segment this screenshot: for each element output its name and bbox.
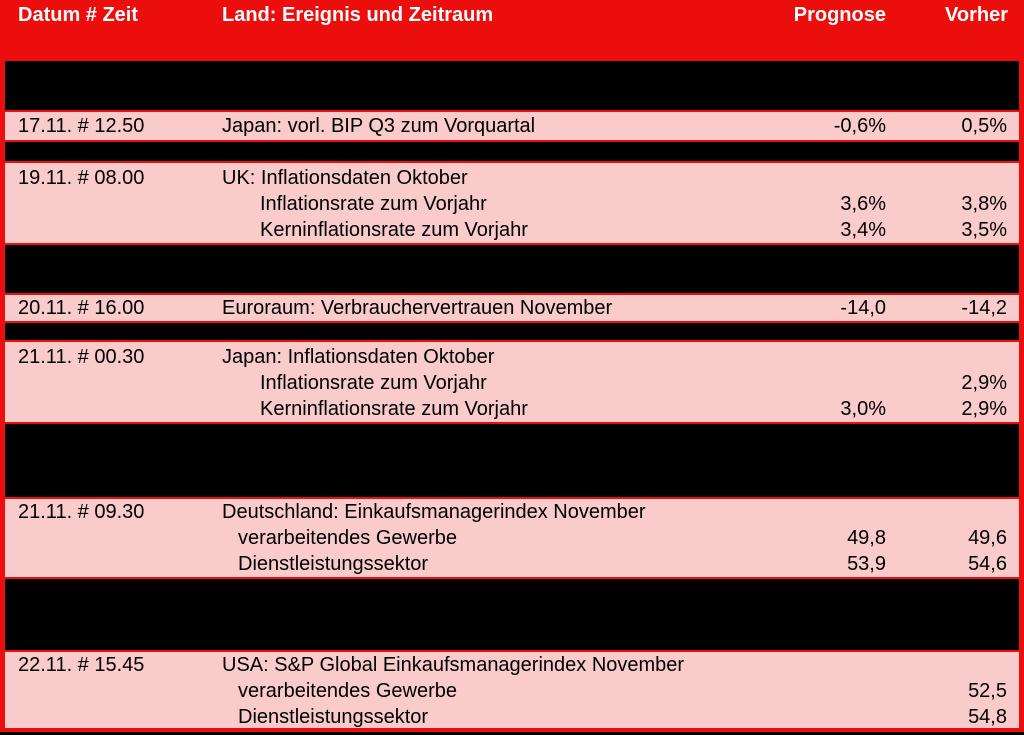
header-col-date-time: Datum # Zeit bbox=[18, 4, 139, 26]
previous-value: 3,8% bbox=[961, 193, 1007, 215]
event-line: 21.11. # 00.30 Japan: Inflationsdaten Okt… bbox=[5, 344, 1019, 370]
event-title: USA: S&P Global Einkaufsmanagerindex Nov… bbox=[222, 654, 685, 676]
previous-value: 0,5% bbox=[961, 115, 1007, 137]
previous-value: 2,9% bbox=[961, 372, 1007, 394]
event-subitem: Kerninflationsrate zum Vorjahr bbox=[260, 398, 528, 420]
event-line: 21.11. # 09.30 Deutschland: Einkaufsmanag… bbox=[5, 499, 1019, 525]
event-line: verarbeitendes Gewerbe 52,5 bbox=[5, 678, 1019, 704]
forecast-value: 49,8 bbox=[847, 527, 886, 549]
event-subitem: Inflationsrate zum Vorjahr bbox=[260, 193, 487, 215]
event-line: 19.11. # 08.00 UK: Inflationsdaten Oktobe… bbox=[5, 165, 1019, 191]
table-header: Datum # Zeit Land: Ereignis und Zeitraum… bbox=[0, 0, 1024, 59]
previous-value: 54,6 bbox=[968, 553, 1007, 575]
event-row: 19.11. # 08.00 UK: Inflationsdaten Oktobe… bbox=[5, 163, 1019, 243]
redaction-band bbox=[5, 61, 1019, 110]
previous-value: 49,6 bbox=[968, 527, 1007, 549]
event-subitem: Dienstleistungssektor bbox=[238, 553, 429, 575]
event-row: 20.11. # 16.00 Euroraum: Verbrauchervertr… bbox=[5, 295, 1019, 321]
forecast-value: 53,9 bbox=[847, 553, 886, 575]
event-subitem: verarbeitendes Gewerbe bbox=[238, 680, 458, 702]
event-line: Dienstleistungssektor 53,9 54,6 bbox=[5, 551, 1019, 577]
event-line: Inflationsrate zum Vorjahr 2,9% bbox=[5, 370, 1019, 396]
previous-value: -14,2 bbox=[961, 297, 1007, 319]
redaction-band bbox=[5, 323, 1019, 340]
event-row: 17.11. # 12.50 Japan: vorl. BIP Q3 zum Vo… bbox=[5, 112, 1019, 140]
event-line: 17.11. # 12.50 Japan: vorl. BIP Q3 zum Vo… bbox=[5, 113, 1019, 139]
event-line: Inflationsrate zum Vorjahr 3,6% 3,8% bbox=[5, 191, 1019, 217]
calendar-table-body: 17.11. # 12.50 Japan: vorl. BIP Q3 zum Vo… bbox=[0, 61, 1024, 728]
event-line: 22.11. # 15.45 USA: S&P Global Einkaufsma… bbox=[5, 652, 1019, 678]
event-row: 21.11. # 09.30 Deutschland: Einkaufsmanag… bbox=[5, 499, 1019, 577]
forecast-value: 3,6% bbox=[840, 193, 886, 215]
event-title: Japan: vorl. BIP Q3 zum Vorquartal bbox=[222, 115, 536, 137]
redaction-band bbox=[5, 245, 1019, 293]
event-date-time: 22.11. # 15.45 bbox=[18, 654, 145, 676]
forecast-value: 3,0% bbox=[840, 398, 886, 420]
redaction-band bbox=[5, 424, 1019, 497]
previous-value: 52,5 bbox=[968, 680, 1007, 702]
event-line: Kerninflationsrate zum Vorjahr 3,4% 3,5% bbox=[5, 217, 1019, 243]
redaction-band bbox=[5, 142, 1019, 161]
header-col-forecast: Prognose bbox=[793, 4, 886, 26]
previous-value: 3,5% bbox=[961, 219, 1007, 241]
event-date-time: 17.11. # 12.50 bbox=[18, 115, 145, 137]
redaction-band bbox=[5, 579, 1019, 650]
event-title: Euroraum: Verbrauchervertrauen November bbox=[222, 297, 613, 319]
event-date-time: 21.11. # 00.30 bbox=[18, 346, 145, 368]
forecast-value: 3,4% bbox=[840, 219, 886, 241]
forecast-value: -0,6% bbox=[833, 115, 886, 137]
event-title: Japan: Inflationsdaten Oktober bbox=[222, 346, 495, 368]
event-date-time: 19.11. # 08.00 bbox=[18, 167, 145, 189]
event-line: Kerninflationsrate zum Vorjahr 3,0% 2,9% bbox=[5, 396, 1019, 422]
previous-value: 54,8 bbox=[968, 706, 1007, 728]
bottom-black-strip bbox=[0, 732, 1024, 735]
event-date-time: 21.11. # 09.30 bbox=[18, 501, 145, 523]
previous-value: 2,9% bbox=[961, 398, 1007, 420]
forecast-value: -14,0 bbox=[840, 297, 886, 319]
event-line: verarbeitendes Gewerbe 49,8 49,6 bbox=[5, 525, 1019, 551]
event-row: 21.11. # 00.30 Japan: Inflationsdaten Okt… bbox=[5, 342, 1019, 422]
event-title: Deutschland: Einkaufsmanagerindex Novemb… bbox=[222, 501, 646, 523]
event-subitem: Inflationsrate zum Vorjahr bbox=[260, 372, 487, 394]
event-subitem: Dienstleistungssektor bbox=[238, 706, 429, 728]
event-line: 20.11. # 16.00 Euroraum: Verbrauchervertr… bbox=[5, 295, 1019, 321]
header-col-previous: Vorher bbox=[945, 4, 1008, 26]
event-date-time: 20.11. # 16.00 bbox=[18, 297, 145, 319]
header-col-event: Land: Ereignis und Zeitraum bbox=[222, 4, 494, 26]
event-subitem: verarbeitendes Gewerbe bbox=[238, 527, 458, 549]
event-line: Dienstleistungssektor 54,8 bbox=[5, 704, 1019, 728]
event-title: UK: Inflationsdaten Oktober bbox=[222, 167, 468, 189]
event-subitem: Kerninflationsrate zum Vorjahr bbox=[260, 219, 528, 241]
event-row: 22.11. # 15.45 USA: S&P Global Einkaufsma… bbox=[5, 652, 1019, 728]
